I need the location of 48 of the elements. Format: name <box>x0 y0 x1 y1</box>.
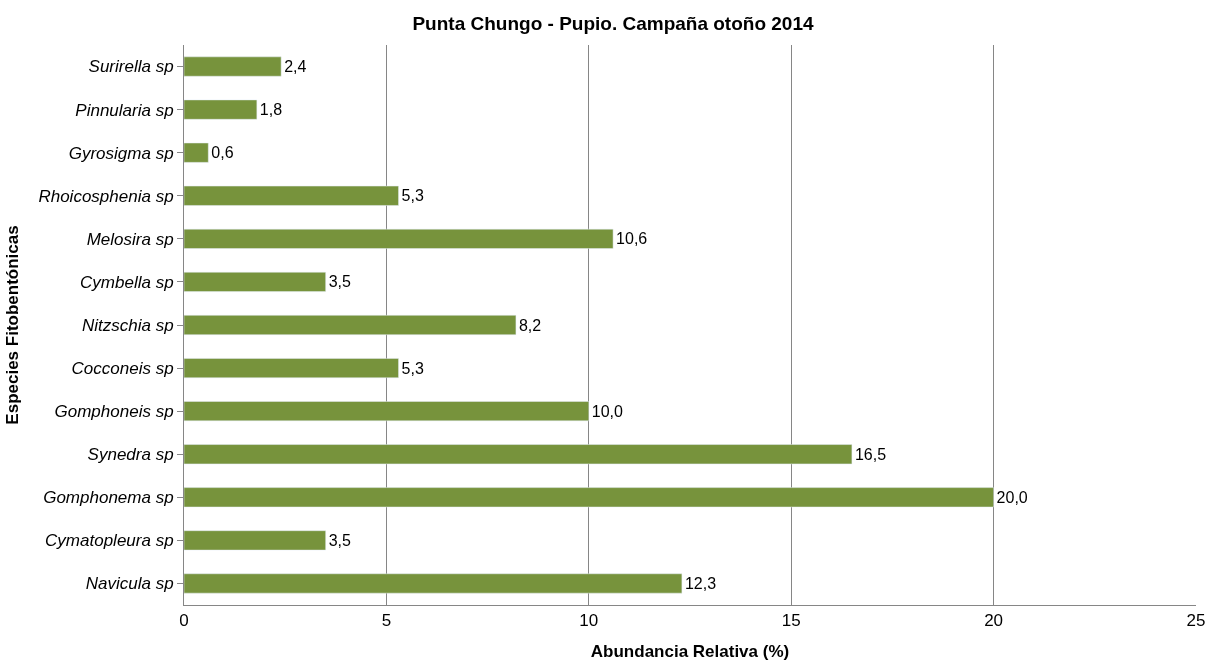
data-label: 3,5 <box>328 273 352 291</box>
bar <box>184 573 683 594</box>
y-tick-label: Navicula sp <box>85 574 174 594</box>
y-tick-label: Cocconeis sp <box>71 359 174 379</box>
data-label: 16,5 <box>854 445 887 463</box>
y-tick-label: Nitzschia sp <box>81 315 174 335</box>
bar <box>184 56 282 77</box>
y-tick-label: Cymatopleura sp <box>45 531 174 551</box>
y-tick-label: Gomphoneis sp <box>54 402 174 422</box>
data-label: 2,4 <box>284 58 307 76</box>
data-label: 3,5 <box>328 531 352 549</box>
chart-title: Punta Chungo - Pupio. Campaña otoño 2014 <box>412 13 814 35</box>
data-label: 1,8 <box>259 101 283 119</box>
bar <box>184 228 614 249</box>
y-tick-label: Surirella sp <box>88 57 174 77</box>
x-tick-label: 15 <box>781 611 801 631</box>
y-tick-label: Pinnularia sp <box>75 100 174 120</box>
x-axis-title: Abundancia Relativa (%) <box>590 641 790 661</box>
bar <box>184 444 853 465</box>
bar <box>184 358 399 379</box>
y-tick-label: Gomphonema sp <box>43 488 174 508</box>
y-tick-label: Melosira sp <box>86 229 174 249</box>
bar <box>184 315 517 335</box>
data-label: 0,6 <box>211 144 234 162</box>
data-label: 8,2 <box>518 316 542 334</box>
data-label: 12,3 <box>684 574 717 592</box>
data-label: 10,0 <box>591 402 624 420</box>
bar <box>184 185 399 206</box>
x-tick-label: 25 <box>1186 611 1206 631</box>
x-tick-label: 10 <box>579 611 599 631</box>
bar <box>184 530 326 551</box>
x-tick-label: 20 <box>984 611 1004 631</box>
bar <box>184 142 209 163</box>
x-tick-label: 5 <box>381 611 392 631</box>
data-label: 5,3 <box>401 359 424 377</box>
data-label: 10,6 <box>616 230 648 248</box>
bar <box>184 99 258 120</box>
data-label: 20,0 <box>996 488 1028 506</box>
y-axis-title: Especies Fitobentónicas <box>2 225 22 425</box>
y-tick-label: Cymbella sp <box>80 272 174 292</box>
bar <box>184 401 590 422</box>
bar <box>184 487 994 508</box>
y-tick-label: Synedra sp <box>87 445 174 465</box>
y-tick-label: Rhoicosphenia sp <box>38 186 174 206</box>
y-tick-label: Gyrosigma sp <box>68 143 174 163</box>
data-label: 5,3 <box>401 187 424 205</box>
bar <box>184 271 326 292</box>
x-tick-label: 0 <box>179 611 189 631</box>
